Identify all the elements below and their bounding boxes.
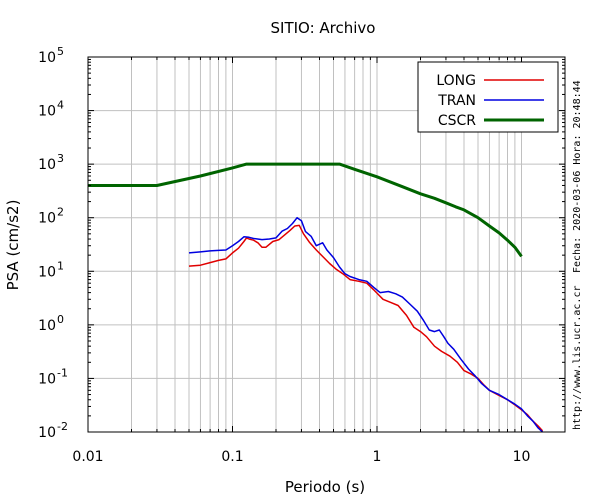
- y-tick-exponent: 3: [57, 152, 64, 165]
- grid: [88, 57, 565, 432]
- legend-label-cscr: CSCR: [438, 113, 476, 129]
- y-tick-label: 10: [38, 157, 56, 173]
- y-tick-label: 10: [38, 50, 56, 66]
- date-label: Fecha: 2020-03-06 Hora: 20:48:44: [572, 80, 583, 273]
- y-tick-label: 10: [38, 264, 56, 280]
- chart-title: SITIO: Archivo: [271, 19, 376, 37]
- y-tick-exponent: 1: [57, 259, 64, 272]
- x-tick-labels: 0.01 0.1 1 10: [72, 449, 530, 465]
- legend-label-long: LONG: [436, 73, 476, 89]
- url-label: http://www.lis.ucr.ac.cr: [572, 286, 583, 431]
- x-axis-label: Periodo (s): [285, 478, 365, 496]
- y-tick-label: 10: [38, 318, 56, 334]
- y-tick-label: 10: [38, 371, 56, 387]
- y-axis-label: PSA (cm/s2): [4, 200, 22, 291]
- x-tick-label: 0.01: [72, 449, 103, 465]
- legend-label-tran: TRAN: [437, 93, 476, 109]
- y-tick-exponent: -2: [57, 420, 68, 433]
- series-line-cscr: [88, 162, 523, 258]
- series-line-tran: [188, 216, 544, 433]
- legend: LONG TRAN CSCR: [417, 61, 559, 133]
- y-tick-label: 10: [38, 211, 56, 227]
- x-tick-label: 10: [513, 449, 531, 465]
- y-tick-exponent: 0: [57, 313, 64, 326]
- y-tick-label: 10: [38, 425, 56, 441]
- series-group: [88, 162, 544, 433]
- x-tick-label: 0.1: [221, 449, 243, 465]
- tick-marks: [88, 57, 565, 433]
- y-tick-exponent: 4: [57, 99, 64, 112]
- y-tick-label: 10: [38, 104, 56, 120]
- plot-frame: [87, 56, 566, 433]
- y-tick-exponent: 5: [57, 45, 64, 58]
- x-tick-label: 1: [373, 449, 382, 465]
- y-tick-exponent: 2: [57, 206, 64, 219]
- y-tick-exponent: -1: [57, 366, 68, 379]
